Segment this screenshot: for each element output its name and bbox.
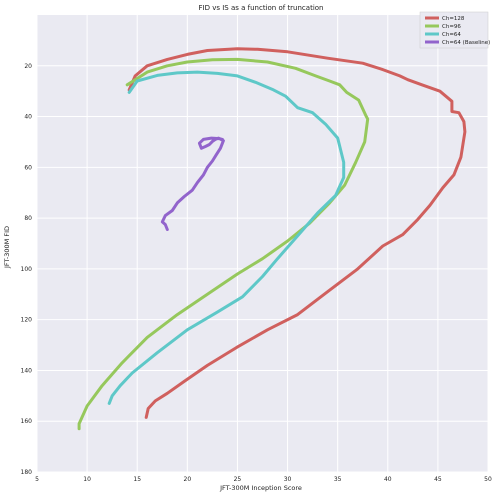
x-tick-label: 50 [484, 476, 492, 483]
chart-title: FID vs IS as a function of truncation [199, 4, 324, 12]
legend-label: Ch=96 [442, 24, 461, 30]
y-tick-label: 140 [21, 367, 33, 374]
x-axis-label: JFT-300M Inception Score [219, 484, 302, 492]
series-line-4 [160, 136, 225, 231]
series-line-1 [127, 47, 467, 419]
x-tick-label: 40 [384, 476, 392, 483]
y-tick-label: 160 [21, 418, 33, 425]
legend-label: Ch=128 [442, 16, 465, 22]
y-tick-label: 60 [24, 164, 32, 171]
series-line-3 [107, 70, 346, 405]
y-tick-label: 180 [21, 469, 33, 476]
series-lines [77, 47, 467, 431]
y-tick-label: 120 [21, 317, 33, 324]
legend-label: Ch=64 (Baseline) [442, 40, 490, 46]
x-tick-label: 30 [284, 476, 292, 483]
y-tick-label: 100 [21, 266, 33, 273]
x-tick-label: 5 [35, 476, 39, 483]
y-tick-label: 40 [24, 114, 32, 121]
x-tick-label: 35 [334, 476, 342, 483]
tick-labels: 5 10 15 20 25 30 35 40 45 50 20 40 60 80 100 120 140 160 1… [21, 63, 492, 483]
x-tick-label: 15 [133, 476, 141, 483]
y-axis-label: JFT-300M FID [3, 226, 11, 269]
x-tick-label: 45 [434, 476, 442, 483]
legend: Ch=128 Ch=96 Ch=64 Ch=64 (Baseline) [419, 11, 490, 49]
series-line-2 [77, 57, 370, 431]
y-tick-label: 80 [24, 215, 32, 222]
legend-label: Ch=64 [442, 32, 461, 38]
x-tick-label: 25 [234, 476, 242, 483]
y-tick-label: 20 [24, 63, 32, 70]
x-tick-label: 20 [184, 476, 192, 483]
x-tick-label: 10 [83, 476, 91, 483]
